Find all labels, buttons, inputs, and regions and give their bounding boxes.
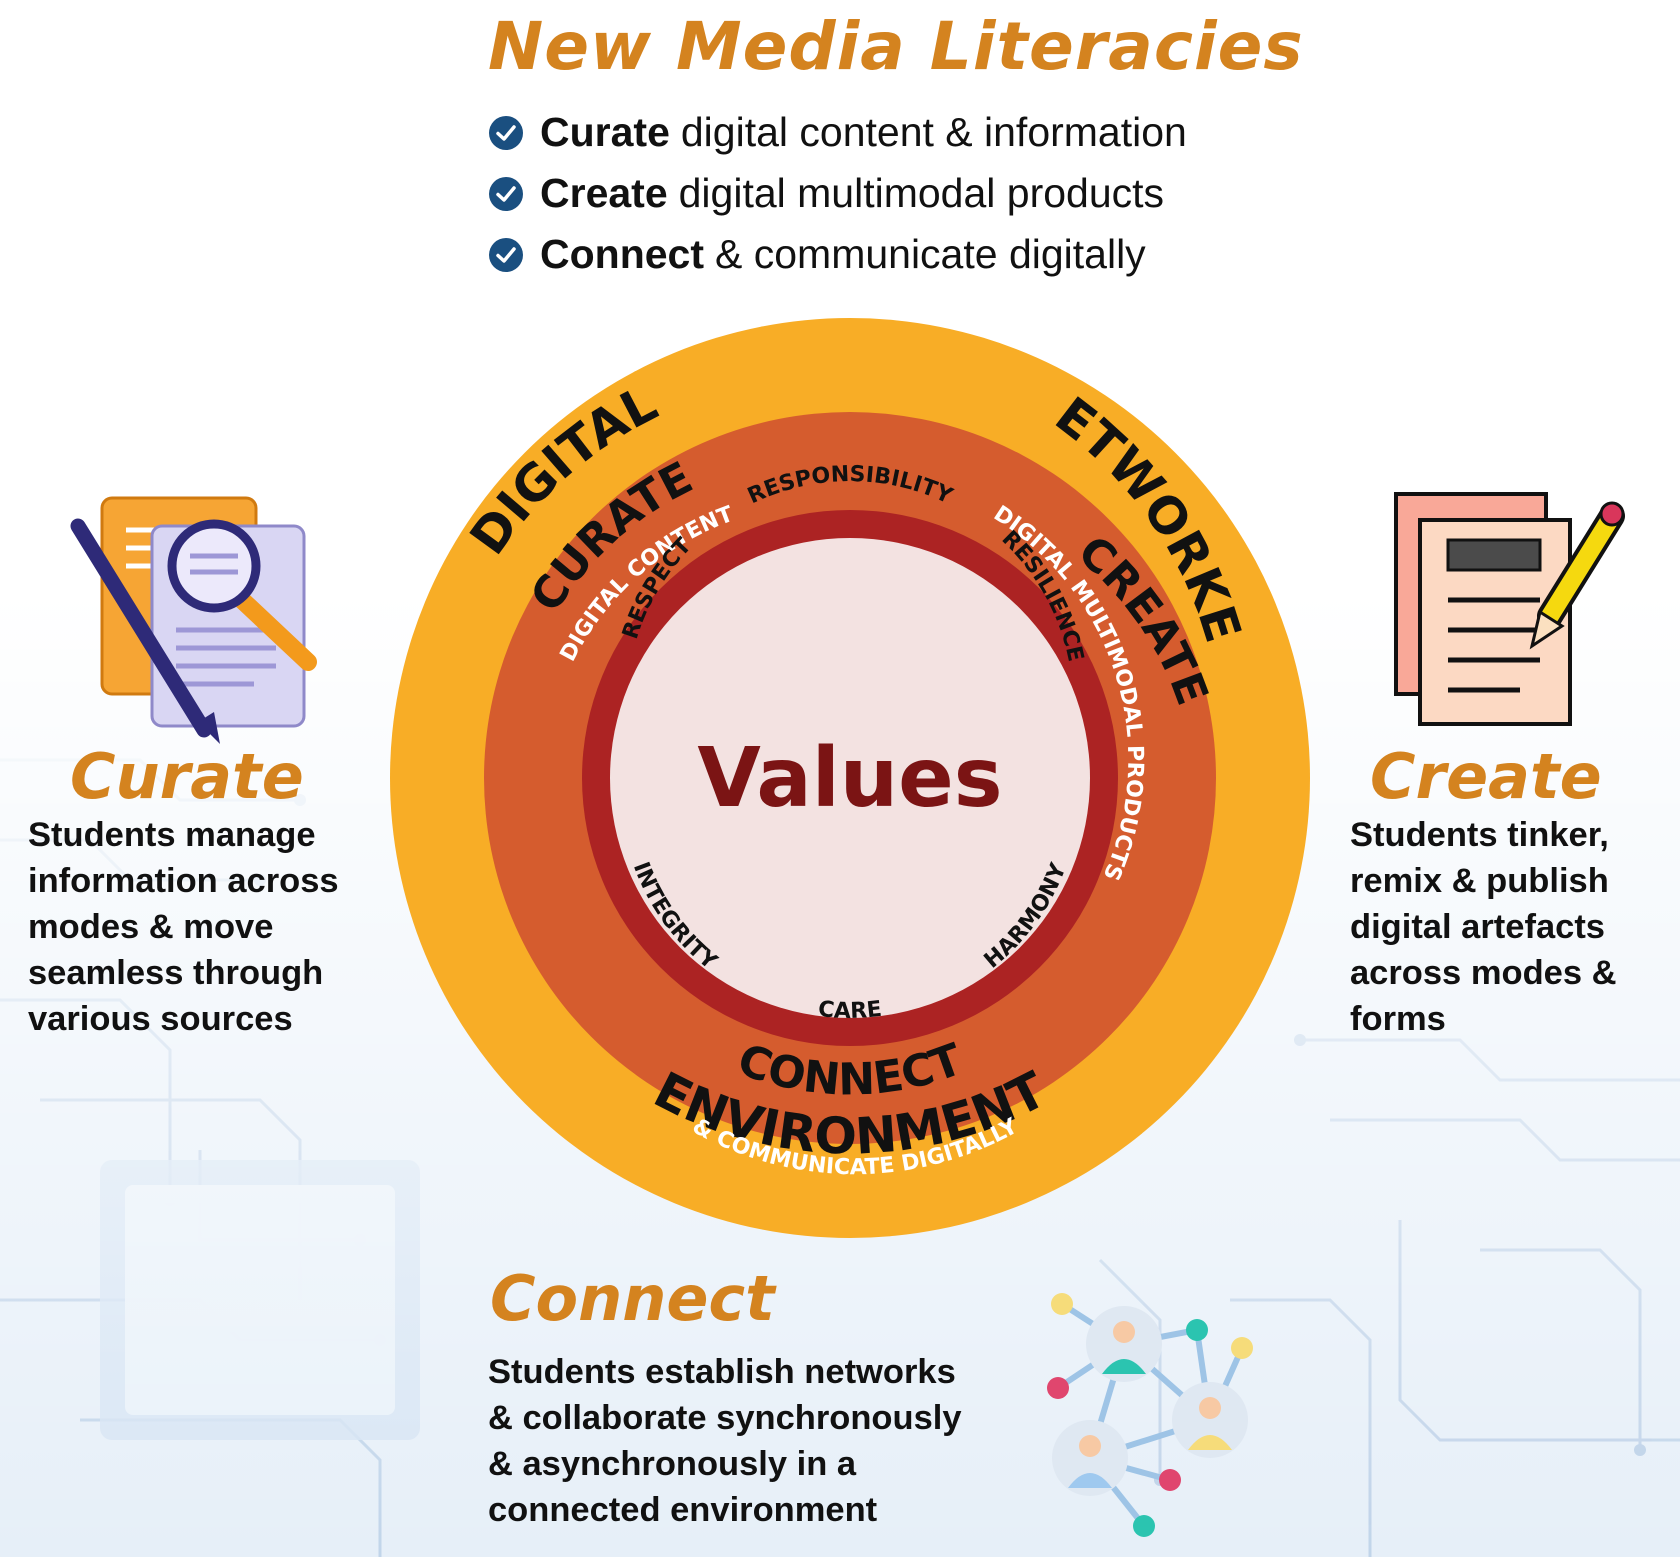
page-title: New Media Literacies — [488, 8, 1304, 85]
values-center — [610, 538, 1090, 1018]
literacies-diagram: DIGITAL NETWORKED ENVIRONMENT CURATE DIG… — [390, 318, 1310, 1238]
literacy-name: Connect — [540, 231, 704, 277]
curate-description: Students manage information across modes… — [28, 816, 339, 1038]
value-care: CARE — [817, 997, 883, 1024]
checkmark-icon — [489, 237, 523, 272]
list-item: Curate digital content & information — [488, 102, 1187, 163]
values-label: Values — [697, 731, 1002, 826]
document-magnifier-pen-icon — [70, 496, 317, 744]
network-people-icon — [1047, 1293, 1253, 1537]
literacy-name: Create — [540, 170, 668, 216]
list-item: Create digital multimodal products — [488, 163, 1187, 224]
curate-heading: Curate — [70, 740, 304, 813]
literacy-description: digital content & information — [680, 109, 1187, 155]
connect-description: Students establish networks & collaborat… — [488, 1353, 962, 1529]
create-heading: Create — [1370, 740, 1602, 813]
checkmark-icon — [489, 176, 523, 211]
list-item: Connect & communicate digitally — [488, 224, 1187, 285]
literacy-name: Curate — [540, 109, 670, 155]
checkmark-icon — [489, 115, 523, 150]
literacy-description: digital multimodal products — [678, 170, 1165, 216]
literacy-description: & communicate digitally — [715, 231, 1146, 277]
create-description: Students tinker, remix & publish digital… — [1350, 816, 1617, 1038]
literacies-list: Curate digital content & information Cre… — [488, 102, 1187, 285]
document-pencil-icon — [1394, 492, 1625, 726]
connect-heading: Connect — [490, 1262, 775, 1335]
